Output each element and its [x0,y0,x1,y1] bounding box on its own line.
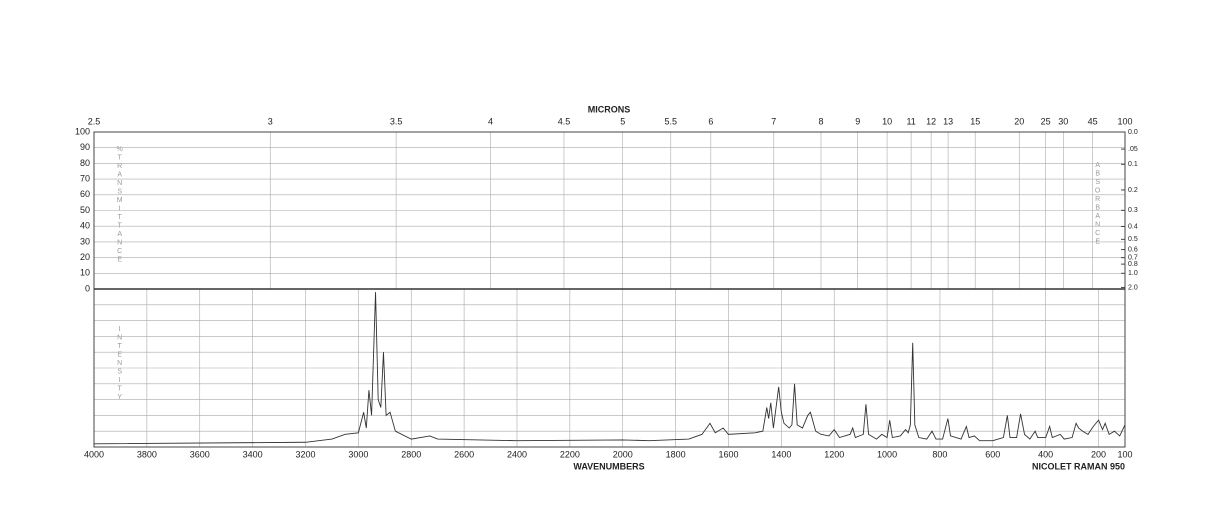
x-tick-label: 600 [985,449,1000,459]
x2-tick-label: 3.5 [390,116,403,126]
x-tick-label: 1200 [824,449,844,459]
x-tick-label: 4000 [84,449,104,459]
y2-tick-label: .05 [1128,146,1138,153]
x2-tick-label: 12 [926,116,936,126]
y2-tick-label: 0.2 [1128,187,1138,194]
x2-tick-label: 6 [708,116,713,126]
absorbance-label: ABSORBANCE [1094,162,1101,247]
x2-tick-label: 20 [1014,116,1024,126]
x2-tick-label: 5.5 [665,116,678,126]
y-tick-label: 80 [80,158,90,168]
x2-tick-label: 9 [855,116,860,126]
x2-tick-label: 45 [1088,116,1098,126]
x2-tick-label: 2.5 [88,116,101,126]
y2-tick-label: 0.8 [1128,261,1138,268]
x-tick-label: 2600 [454,449,474,459]
y-tick-label: 40 [80,221,90,231]
x2-tick-label: 5 [620,116,625,126]
x-tick-label: 800 [932,449,947,459]
y-tick-label: 90 [80,142,90,152]
x-tick-label: 400 [1038,449,1053,459]
transmittance-label: %TRANSMITTANCE [116,146,123,265]
y-tick-label: 100 [75,126,90,136]
x-tick-label: 1800 [666,449,686,459]
y2-tick-label: 0.4 [1128,223,1138,230]
y2-tick-label: 0.0 [1128,129,1138,136]
x2-tick-label: 100 [1117,116,1132,126]
x2-tick-label: 4 [488,116,493,126]
x-tick-label: 2800 [401,449,421,459]
intensity-label: INTENSITY [116,326,123,403]
x-tick-label: 1000 [877,449,897,459]
y-tick-label: 0 [85,283,90,293]
x2-tick-label: 15 [970,116,980,126]
x-tick-label: 3600 [190,449,210,459]
y2-tick-label: 2.0 [1128,284,1138,291]
y-tick-label: 30 [80,236,90,246]
y-tick-label: 60 [80,189,90,199]
y2-tick-label: 0.7 [1128,255,1138,262]
x-axis-title: WAVENUMBERS [573,461,644,471]
x-tick-label: 1600 [718,449,738,459]
x2-tick-label: 8 [818,116,823,126]
spectrum-line [93,292,1126,445]
y-tick-label: 50 [80,205,90,215]
x2-tick-label: 11 [906,116,915,126]
y2-tick-label: 0.5 [1128,236,1138,243]
y-tick-label: 20 [80,252,90,262]
x-tick-label: 100 [1117,449,1132,459]
x-tick-label: 2200 [560,449,580,459]
x2-tick-label: 10 [882,116,892,126]
x2-tick-label: 7 [771,116,776,126]
x-tick-label: 2400 [507,449,527,459]
x-tick-label: 1400 [771,449,791,459]
y2-tick-label: 0.3 [1128,207,1138,214]
y2-tick-label: 0.1 [1128,161,1138,168]
x-tick-label: 3800 [137,449,157,459]
instrument-note: NICOLET RAMAN 950 [1032,461,1125,471]
x2-tick-label: 25 [1041,116,1051,126]
x-tick-label: 3000 [348,449,368,459]
x2-tick-label: 3 [268,116,273,126]
x2-tick-label: 4.5 [558,116,571,126]
x2-tick-label: 30 [1058,116,1068,126]
x-tick-label: 3200 [295,449,315,459]
x-tick-label: 2000 [613,449,633,459]
x2-tick-label: 13 [943,116,953,126]
y2-tick-label: 0.6 [1128,246,1138,253]
x-tick-label: 3400 [243,449,263,459]
y2-tick-label: 1.0 [1128,270,1138,277]
y-tick-label: 10 [80,268,90,278]
microns-title: MICRONS [588,104,631,114]
y-tick-label: 70 [80,173,90,183]
x-tick-label: 200 [1091,449,1106,459]
